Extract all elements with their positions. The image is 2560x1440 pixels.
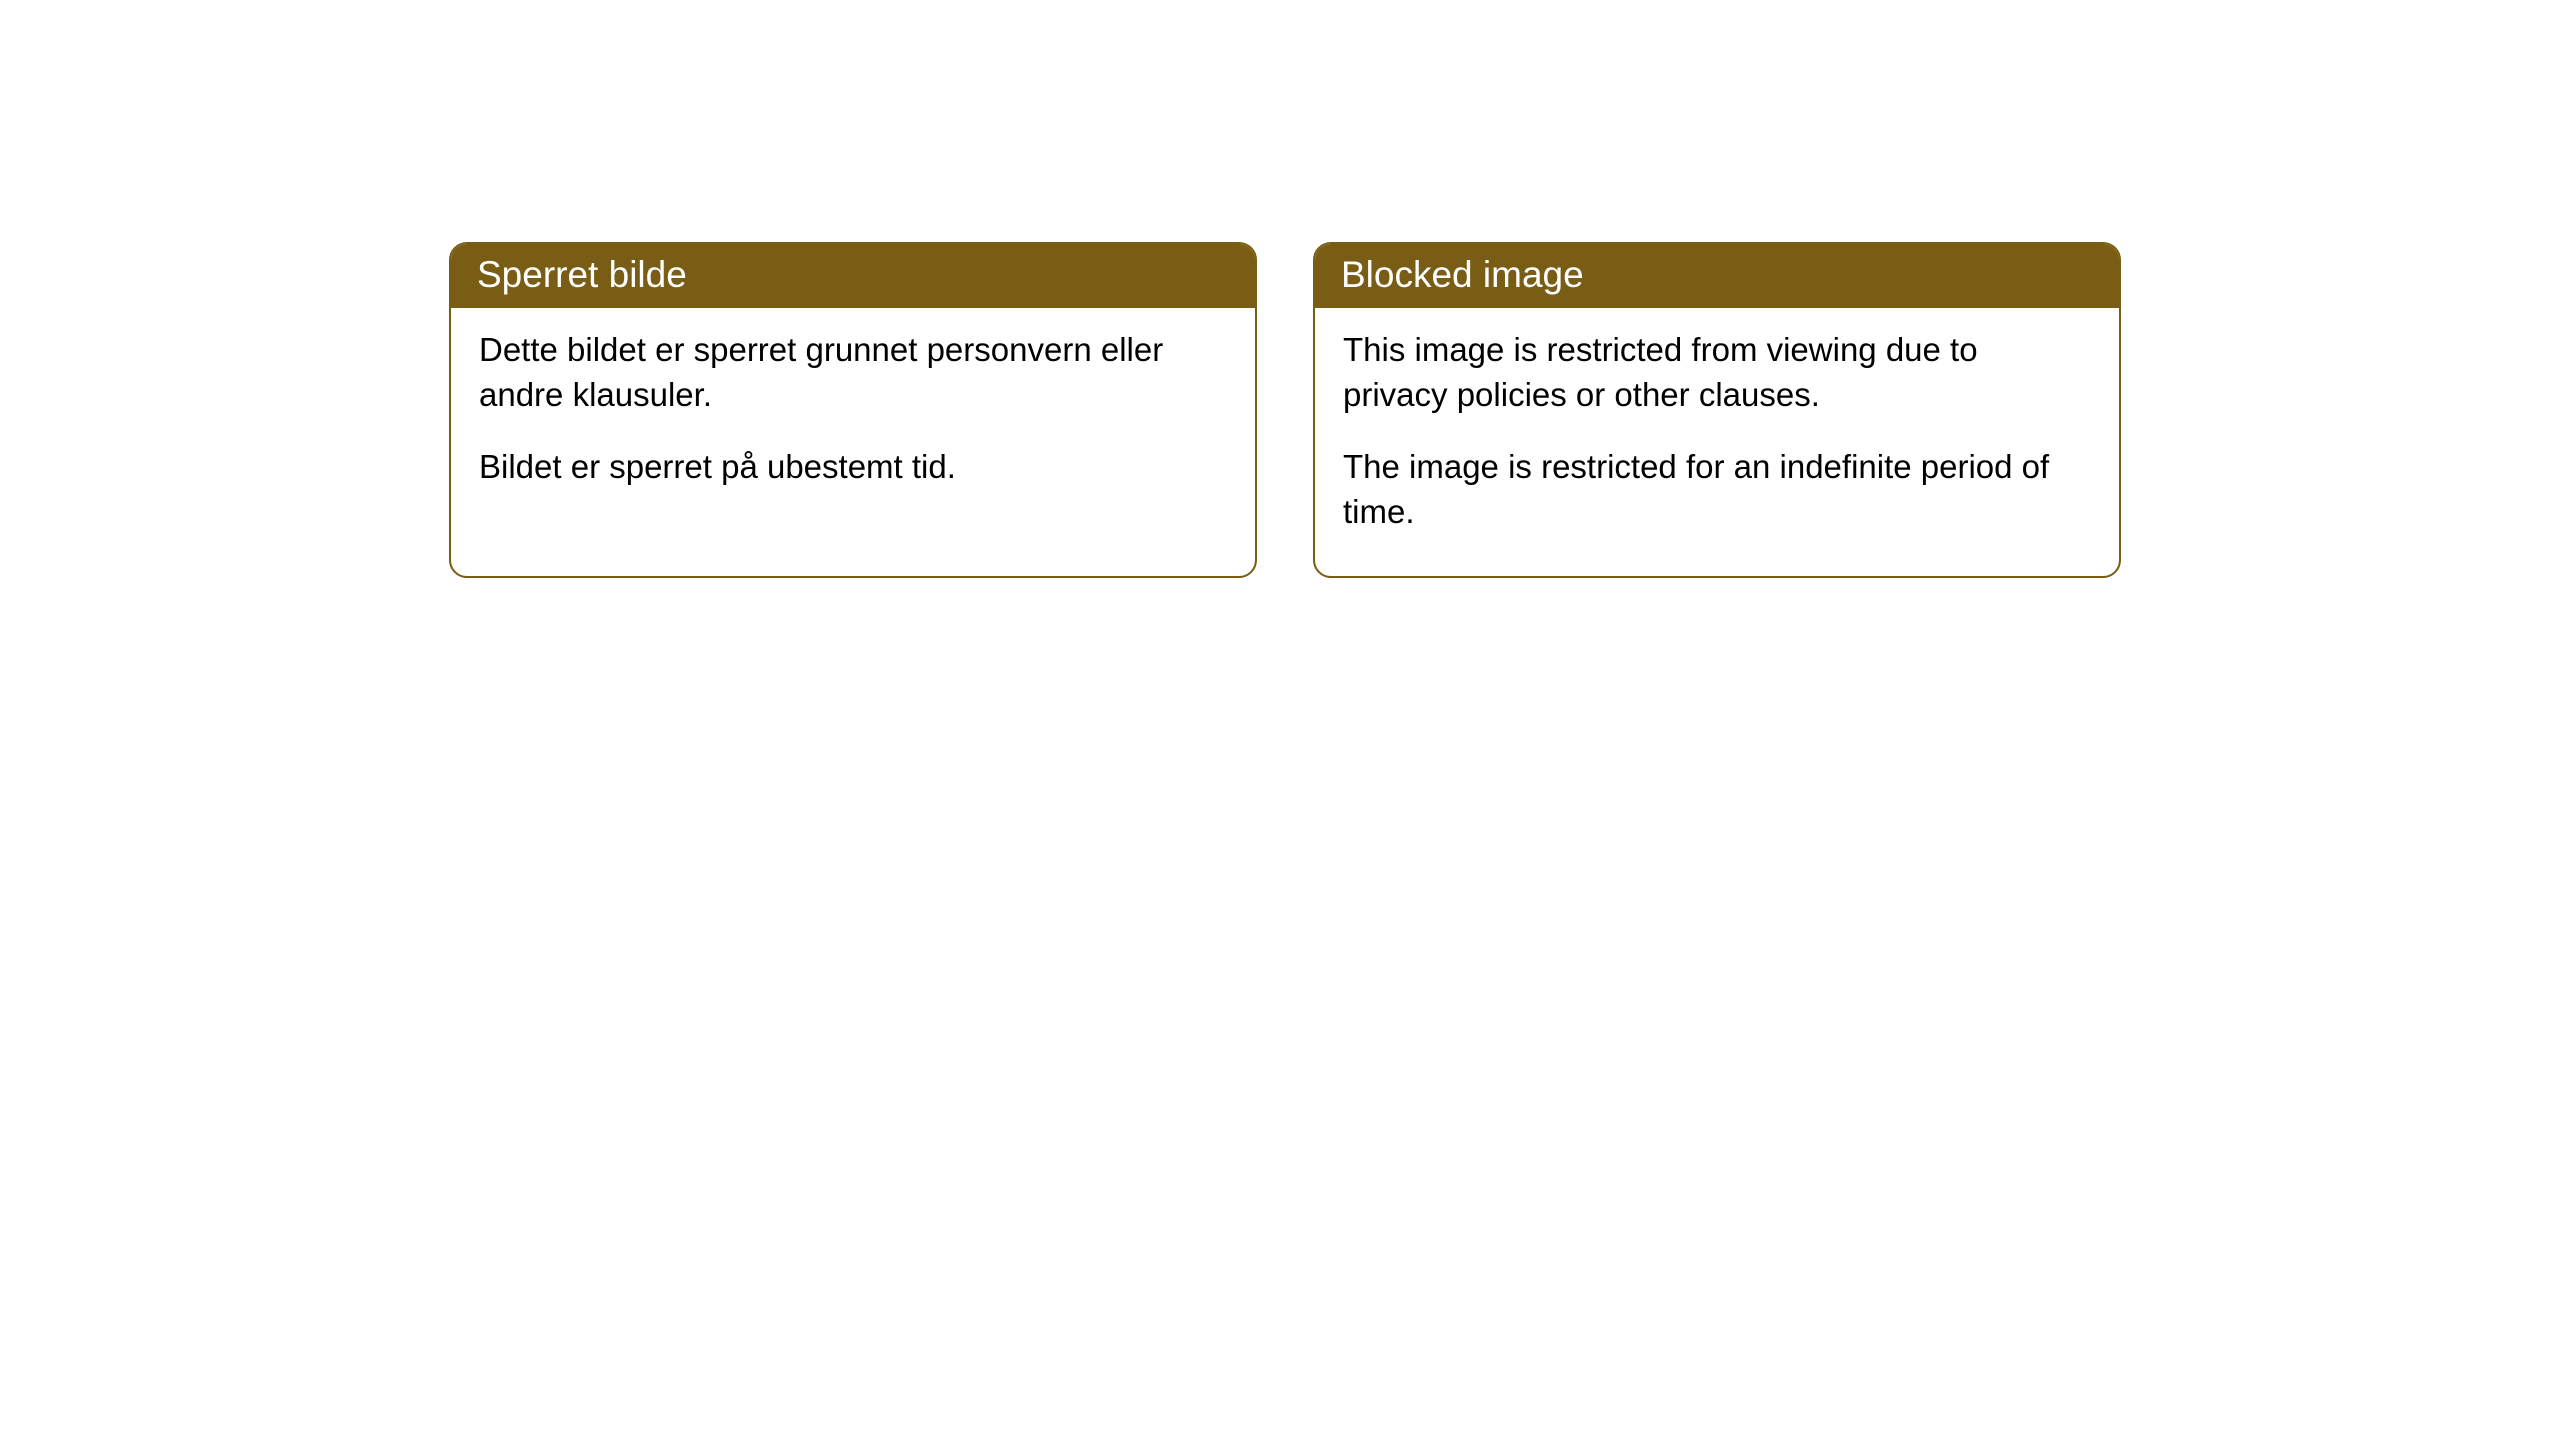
notice-paragraph: This image is restricted from viewing du…	[1343, 328, 2091, 417]
notice-container: Sperret bilde Dette bildet er sperret gr…	[0, 0, 2560, 578]
notice-body: Dette bildet er sperret grunnet personve…	[451, 308, 1255, 532]
notice-body: This image is restricted from viewing du…	[1315, 308, 2119, 576]
notice-paragraph: Dette bildet er sperret grunnet personve…	[479, 328, 1227, 417]
notice-title: Blocked image	[1315, 244, 2119, 308]
notice-card-norwegian: Sperret bilde Dette bildet er sperret gr…	[449, 242, 1257, 578]
notice-title: Sperret bilde	[451, 244, 1255, 308]
notice-card-english: Blocked image This image is restricted f…	[1313, 242, 2121, 578]
notice-paragraph: The image is restricted for an indefinit…	[1343, 445, 2091, 534]
notice-paragraph: Bildet er sperret på ubestemt tid.	[479, 445, 1227, 490]
